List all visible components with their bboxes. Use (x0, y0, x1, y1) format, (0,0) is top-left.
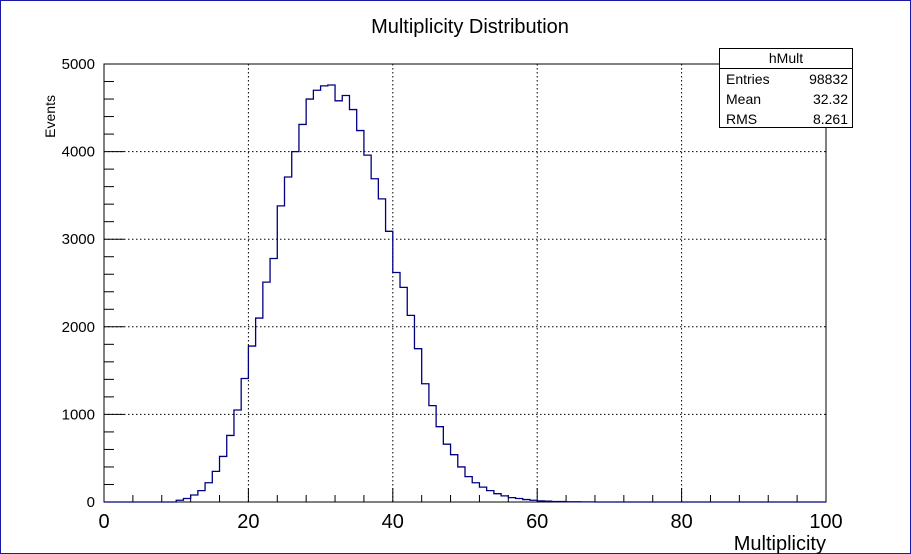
stats-mean-label: Mean (726, 91, 762, 107)
stats-entries: Entries 98832 (720, 69, 852, 89)
stats-entries-label: Entries (726, 71, 770, 87)
stats-box: hMult Entries 98832 Mean 32.32 RMS 8.261 (719, 48, 853, 128)
x-tick-label: 20 (237, 511, 259, 533)
x-tick-label: 100 (809, 511, 842, 533)
stats-title: hMult (720, 49, 852, 69)
y-tick-label: 4000 (62, 144, 95, 161)
x-tick-label: 40 (382, 511, 404, 533)
stats-mean: Mean 32.32 (720, 89, 852, 109)
stats-rms-value: 8.261 (812, 111, 848, 127)
y-tick-label: 0 (87, 494, 95, 511)
plot-frame (103, 63, 827, 503)
stats-rms-label: RMS (726, 111, 758, 127)
axis-ticks (103, 63, 827, 503)
y-tick-label: 1000 (62, 406, 95, 423)
histogram-line (104, 84, 826, 503)
y-axis-label: Events (42, 95, 58, 138)
y-tick-label: 3000 (62, 231, 95, 248)
stats-entries-value: 98832 (809, 71, 848, 87)
grid (104, 64, 826, 502)
chart-title: Multiplicity Distribution (371, 16, 569, 38)
stats-rms: RMS 8.261 (720, 109, 852, 129)
x-tick-label: 0 (98, 511, 109, 533)
x-tick-label: 60 (526, 511, 548, 533)
x-tick-label: 80 (670, 511, 692, 533)
y-tick-label: 5000 (62, 56, 95, 73)
y-tick-label: 2000 (62, 319, 95, 336)
stats-mean-value: 32.32 (812, 91, 848, 107)
x-axis-label: Multiplicity (734, 533, 826, 554)
